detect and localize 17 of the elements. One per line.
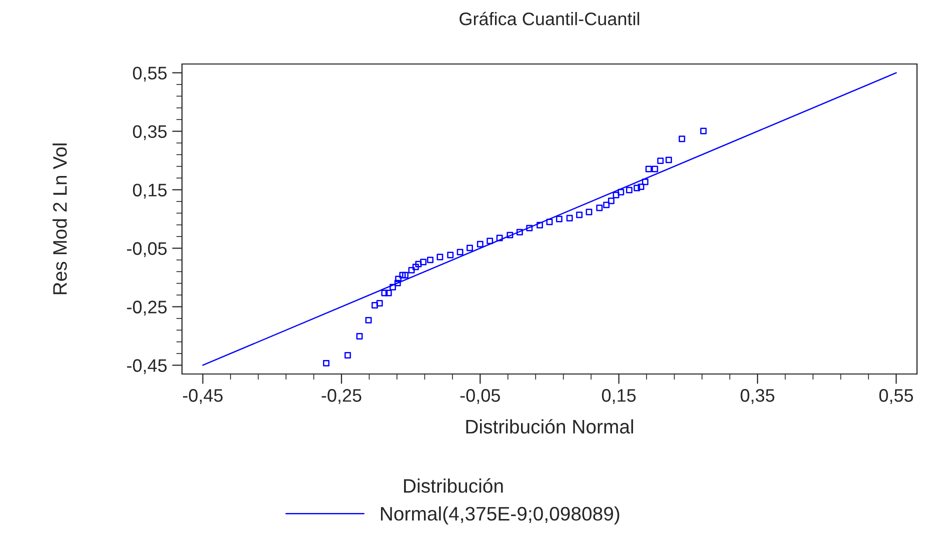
y-tick-label: -0,25 [127,300,167,316]
legend-label: Normal(4,375E-9;0,098089) [381,506,620,524]
y-tick-label: 0,55 [132,66,167,82]
x-tick-label: -0,25 [322,389,362,404]
y-tick-label: -0,45 [127,359,167,374]
x-tick-label: 0,15 [602,389,636,404]
x-tick-label: 0,35 [740,389,774,404]
y-tick-label: 0,15 [132,184,167,199]
legend-title: Distribución [404,478,503,493]
x-tick-label: 0,55 [879,389,914,404]
x-axis-title: Distribución Normal [466,419,634,434]
y-axis-title: Res Mod 2 Ln Vol [52,144,67,294]
y-tick-label: -0,05 [127,242,167,258]
x-tick-label: -0,05 [460,389,500,404]
x-tick-label: -0,45 [183,389,223,404]
y-tick-label: 0,35 [132,125,167,140]
chart-title: Gráfica Cuantil-Cuantil [460,12,640,26]
